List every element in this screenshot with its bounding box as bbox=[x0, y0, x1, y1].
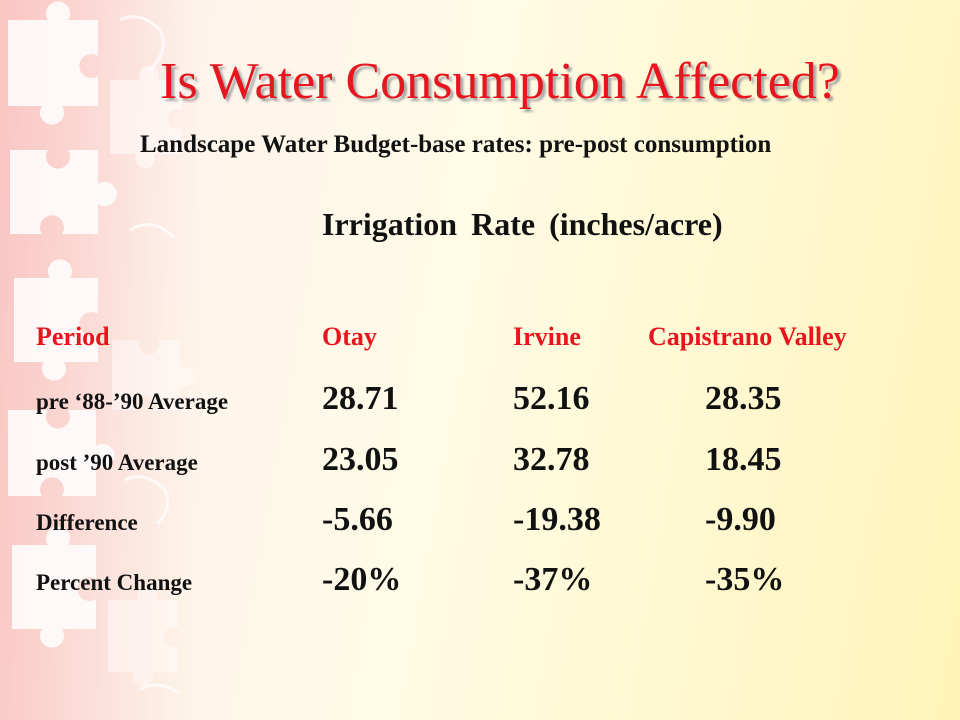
header-irvine: Irvine bbox=[513, 322, 581, 351]
row-label-percent-change: Percent Change bbox=[36, 570, 193, 595]
cell-capistrano-percent-change: -35% bbox=[705, 561, 785, 598]
row-label-pre-average: pre ‘88-’90 Average bbox=[36, 389, 229, 414]
cell-otay-post: 23.05 bbox=[322, 441, 399, 478]
cell-irvine-post: 32.78 bbox=[513, 441, 590, 478]
row-label-difference: Difference bbox=[36, 510, 138, 535]
cell-capistrano-pre: 28.35 bbox=[705, 380, 782, 417]
table-title: Irrigation Rate (inches/acre) bbox=[322, 206, 723, 242]
slide-title: Is Water Consumption Affected? bbox=[160, 53, 840, 110]
slide-subtitle: Landscape Water Budget-base rates: pre-p… bbox=[140, 131, 772, 158]
cell-irvine-pre: 52.16 bbox=[513, 380, 590, 417]
header-otay: Otay bbox=[322, 322, 377, 351]
cell-irvine-difference: -19.38 bbox=[513, 501, 601, 538]
cell-capistrano-post: 18.45 bbox=[705, 441, 782, 478]
header-period: Period bbox=[36, 322, 110, 351]
row-label-post-average: post ’90 Average bbox=[36, 450, 198, 475]
cell-irvine-percent-change: -37% bbox=[513, 561, 593, 598]
header-capistrano-valley: Capistrano Valley bbox=[648, 322, 847, 351]
cell-capistrano-difference: -9.90 bbox=[705, 501, 776, 538]
cell-otay-difference: -5.66 bbox=[322, 501, 393, 538]
cell-otay-pre: 28.71 bbox=[322, 380, 399, 417]
cell-otay-percent-change: -20% bbox=[322, 561, 402, 598]
